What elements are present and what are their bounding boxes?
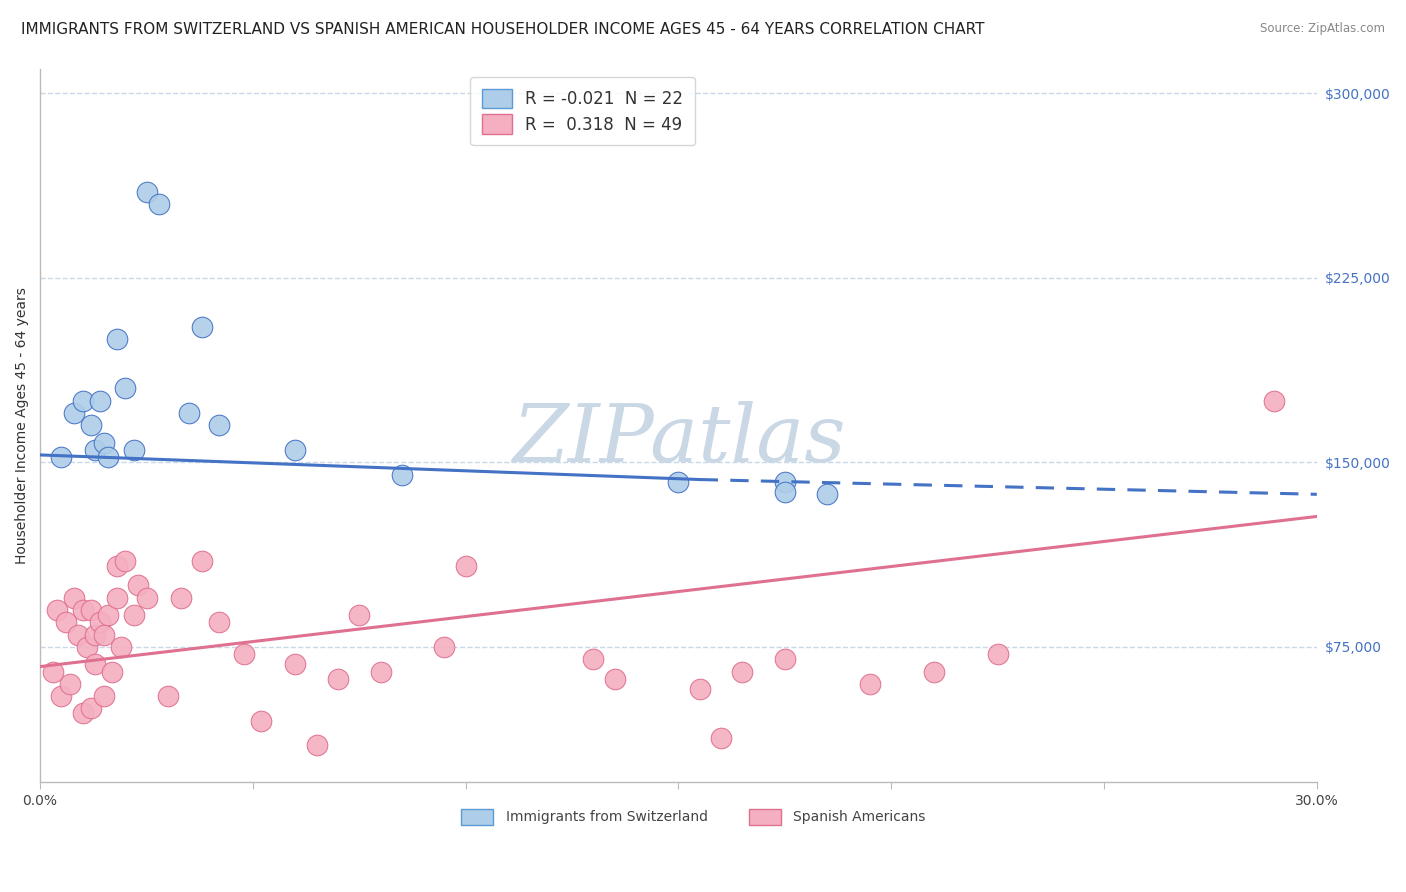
Point (89, 393, 111, 408)
Point (859, 677, 882, 691)
Point (284, 442, 307, 457)
Point (191, 320, 214, 334)
Text: Source: ZipAtlas.com: Source: ZipAtlas.com (1260, 22, 1385, 36)
Point (80, 603, 103, 617)
Point (72, 393, 94, 408)
Point (454, 558, 477, 573)
Point (46, 603, 69, 617)
Point (127, 578, 149, 592)
Point (156, 689, 179, 703)
Point (148, 197, 170, 211)
Point (80, 418, 103, 433)
Point (84, 627, 107, 641)
Point (773, 652, 796, 666)
Point (391, 467, 413, 482)
Point (731, 665, 754, 679)
Point (326, 672, 349, 686)
Point (63, 591, 86, 605)
Point (233, 648, 256, 662)
Point (135, 185, 157, 199)
Point (51, 689, 73, 703)
Text: IMMIGRANTS FROM SWITZERLAND VS SPANISH AMERICAN HOUSEHOLDER INCOME AGES 45 - 64 : IMMIGRANTS FROM SWITZERLAND VS SPANISH A… (21, 22, 984, 37)
Point (105, 332, 128, 346)
Point (97, 607, 120, 622)
Bar (461, 809, 494, 825)
Bar (748, 809, 780, 825)
Text: Spanish Americans: Spanish Americans (793, 810, 925, 823)
Point (93, 627, 115, 641)
Point (773, 484, 796, 499)
Point (84, 442, 107, 457)
Point (370, 665, 392, 679)
Point (110, 640, 132, 654)
Point (89, 615, 111, 630)
Text: ZIPatlas: ZIPatlas (512, 401, 845, 478)
Point (63, 406, 86, 420)
Point (72, 706, 94, 721)
Point (191, 554, 214, 568)
Point (169, 591, 191, 605)
Point (122, 607, 145, 622)
Point (250, 714, 273, 728)
Point (114, 382, 136, 396)
Point (349, 607, 371, 622)
Point (105, 558, 128, 573)
Point (208, 418, 231, 433)
Point (710, 731, 733, 745)
Point (922, 665, 945, 679)
Legend: R = -0.021  N = 22, R =  0.318  N = 49: R = -0.021 N = 22, R = 0.318 N = 49 (471, 77, 695, 145)
Point (51, 450, 73, 465)
Point (84, 657, 107, 672)
Point (72, 603, 94, 617)
Point (101, 665, 124, 679)
Point (433, 640, 456, 654)
Point (582, 652, 605, 666)
Text: Immigrants from Switzerland: Immigrants from Switzerland (506, 810, 709, 823)
Point (105, 591, 128, 605)
Point (67, 627, 90, 641)
Point (42, 665, 65, 679)
Point (208, 615, 231, 630)
Point (1263, 393, 1285, 408)
Point (305, 739, 328, 753)
Point (773, 475, 796, 489)
Point (135, 591, 157, 605)
Point (603, 672, 626, 686)
Point (122, 442, 145, 457)
Point (55, 615, 77, 630)
Point (177, 406, 200, 420)
Point (93, 435, 115, 450)
Point (668, 475, 690, 489)
Point (114, 554, 136, 568)
Point (815, 487, 838, 501)
Point (97, 450, 120, 465)
Point (59, 677, 82, 691)
Point (284, 657, 307, 672)
Point (93, 689, 115, 703)
Point (80, 701, 103, 715)
Point (987, 648, 1010, 662)
Y-axis label: Householder Income Ages 45 - 64 years: Householder Income Ages 45 - 64 years (15, 287, 30, 564)
Point (689, 681, 711, 696)
Point (76, 640, 98, 654)
